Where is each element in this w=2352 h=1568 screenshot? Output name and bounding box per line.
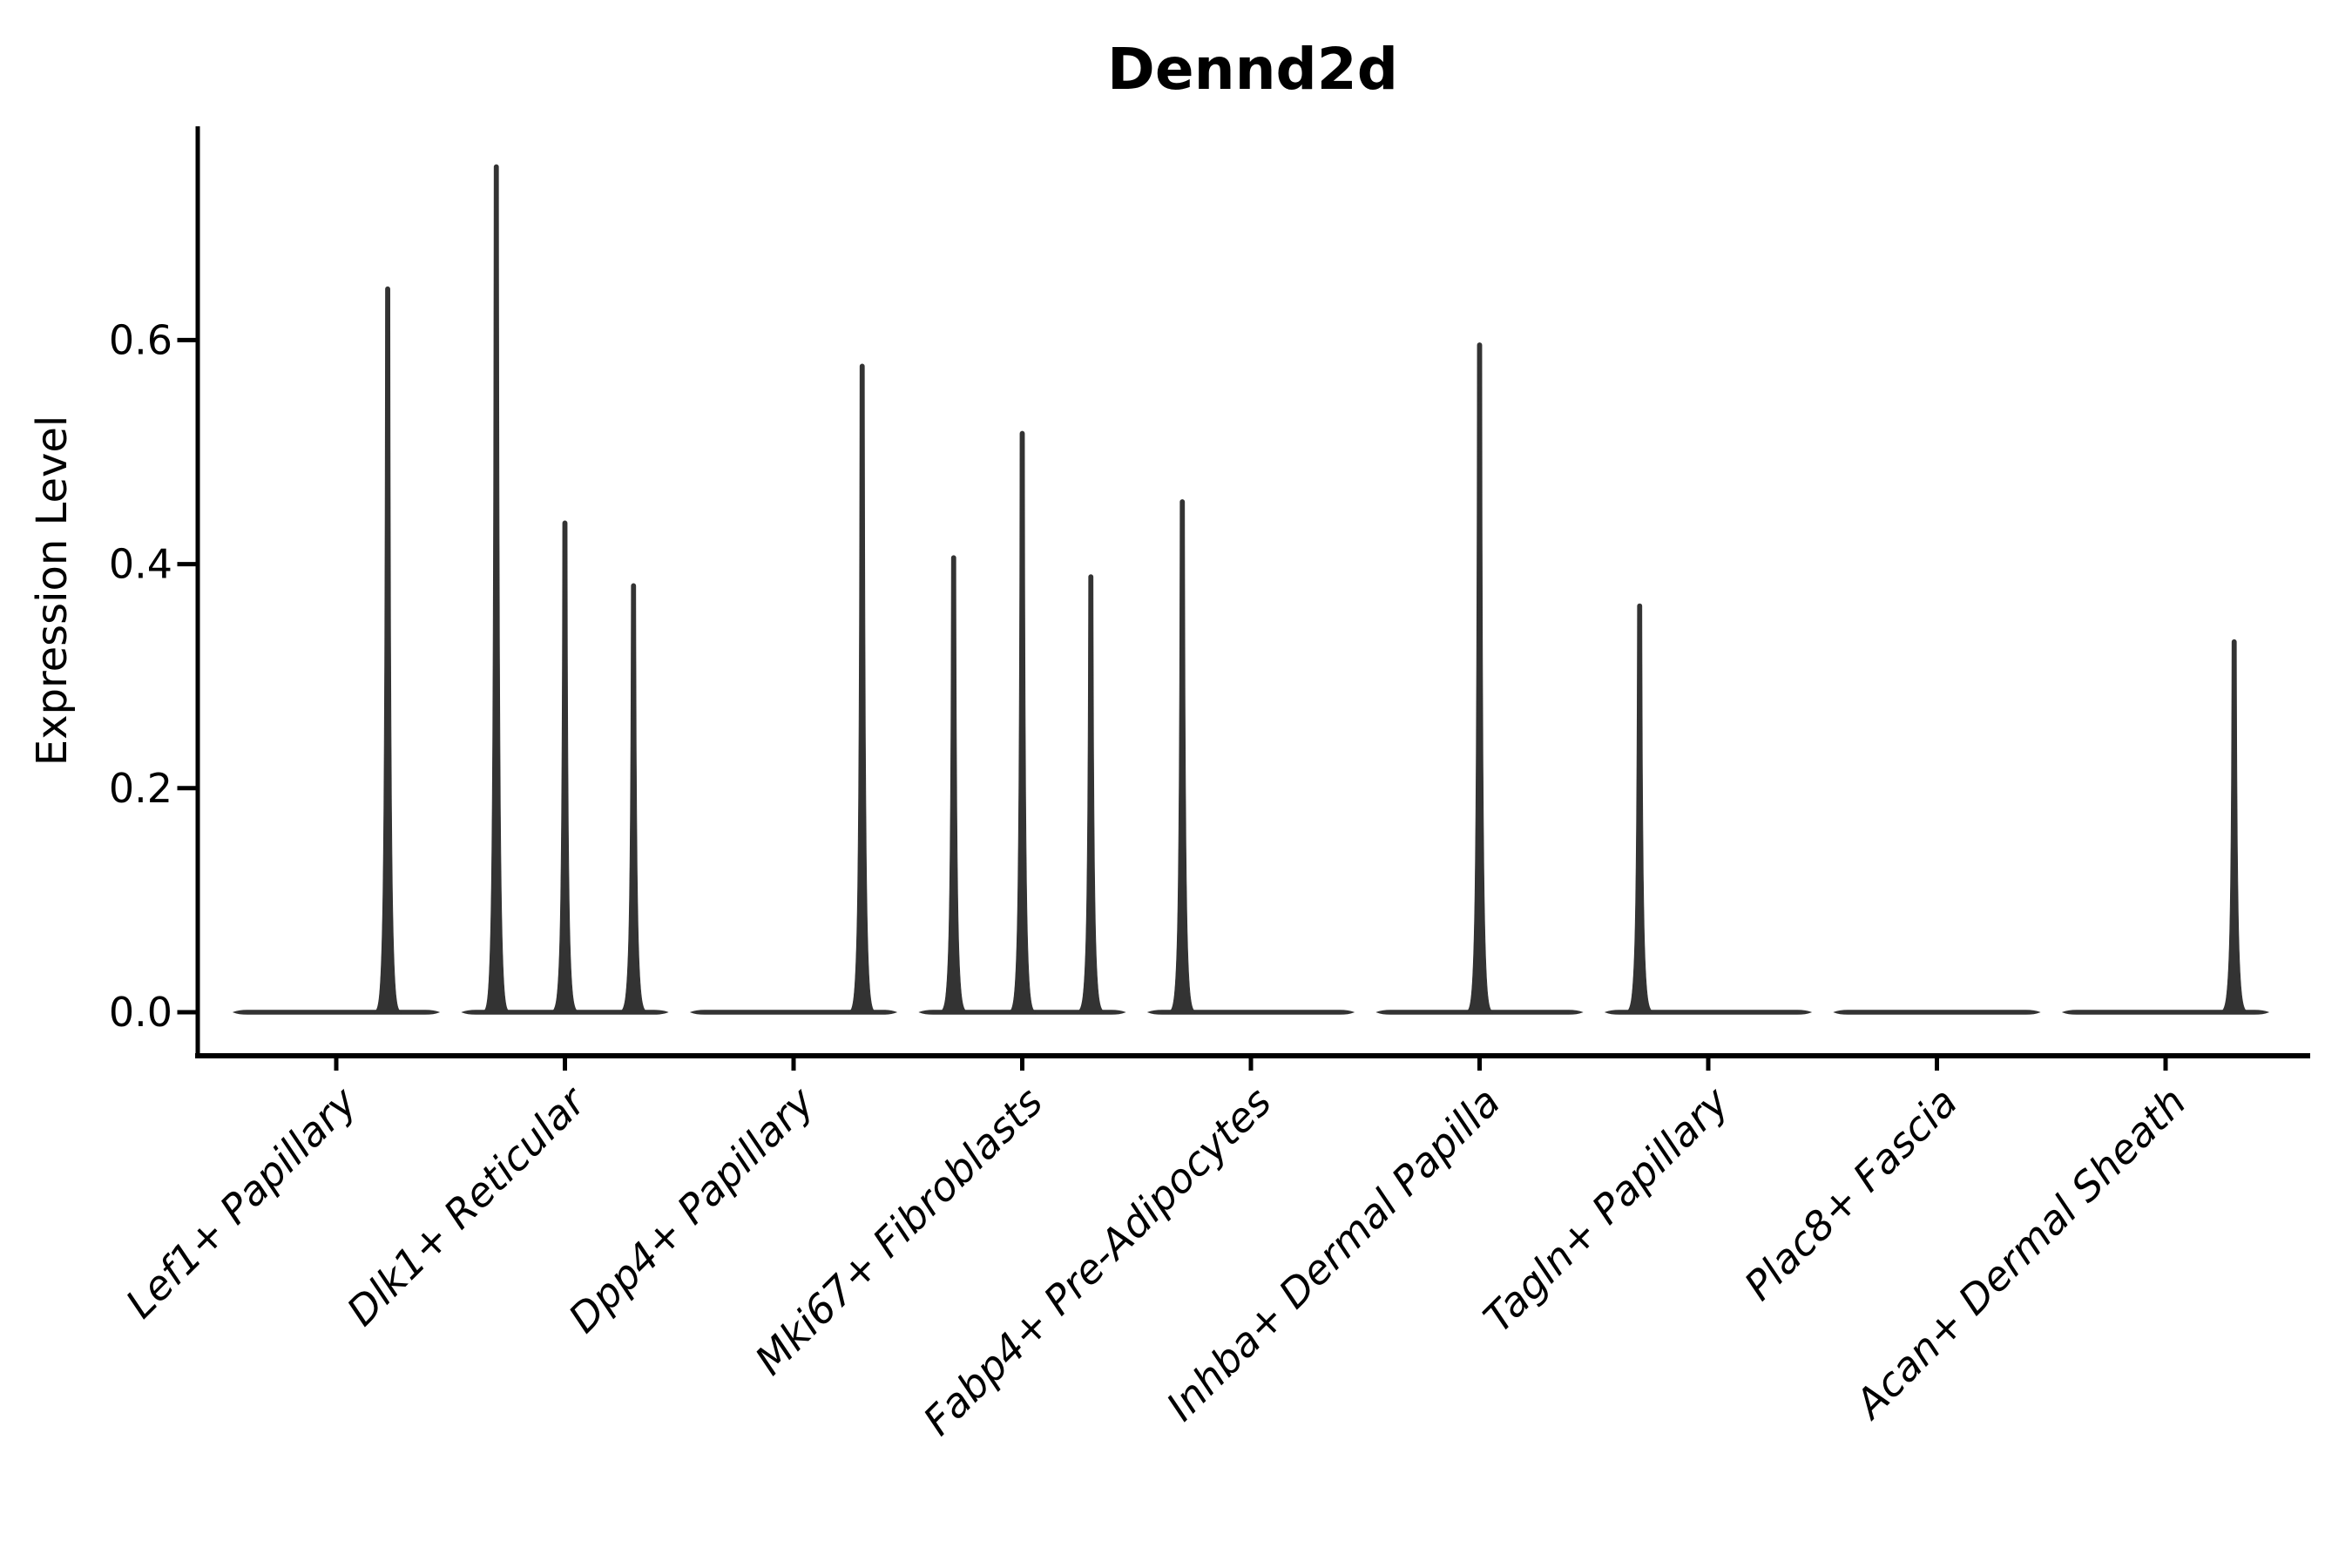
violin-spike-3-1 xyxy=(1009,430,1036,1015)
violin-spike-2-0 xyxy=(848,363,876,1015)
x-category-label-2: Dpp4+ Papillary xyxy=(559,1078,823,1342)
violin-spike-6-0 xyxy=(1625,603,1653,1015)
violins-group xyxy=(232,164,2270,1015)
violin-base-2 xyxy=(689,1010,898,1015)
violin-spike-4-0 xyxy=(1168,499,1196,1015)
x-category-label-1: Dlk1+ Reticular xyxy=(338,1076,597,1335)
axes-group xyxy=(177,126,2310,1071)
x-category-label-7: Plac8+ Fascia xyxy=(1735,1078,1966,1309)
violin-base-7 xyxy=(1833,1010,2041,1015)
x-category-label-6: Tagln+ Papillary xyxy=(1474,1078,1738,1342)
x-category-label-0: Lef1+ Papillary xyxy=(117,1078,366,1327)
violin-spike-8-0 xyxy=(2220,639,2248,1015)
y-tick-label-2: 0.4 xyxy=(109,541,172,588)
chart-title: Dennd2d xyxy=(1107,36,1398,103)
violin-spike-0-0 xyxy=(374,286,402,1015)
y-tick-label-3: 0.6 xyxy=(109,316,172,363)
violin-base-6 xyxy=(1604,1010,1813,1015)
violin-spike-5-0 xyxy=(1466,342,1493,1015)
violin-base-4 xyxy=(1146,1010,1355,1015)
violin-spike-1-0 xyxy=(483,164,510,1015)
y-axis-label: Expression Level xyxy=(28,416,77,767)
y-tick-label-0: 0.0 xyxy=(109,989,172,1036)
violin-spike-1-2 xyxy=(619,583,647,1015)
violin-spike-1-1 xyxy=(551,520,578,1015)
violin-base-0 xyxy=(232,1010,441,1015)
violin-spike-3-0 xyxy=(940,555,968,1015)
y-tick-label-1: 0.2 xyxy=(109,765,172,812)
violin-base-8 xyxy=(2061,1010,2270,1015)
violin-spike-3-2 xyxy=(1077,574,1105,1015)
